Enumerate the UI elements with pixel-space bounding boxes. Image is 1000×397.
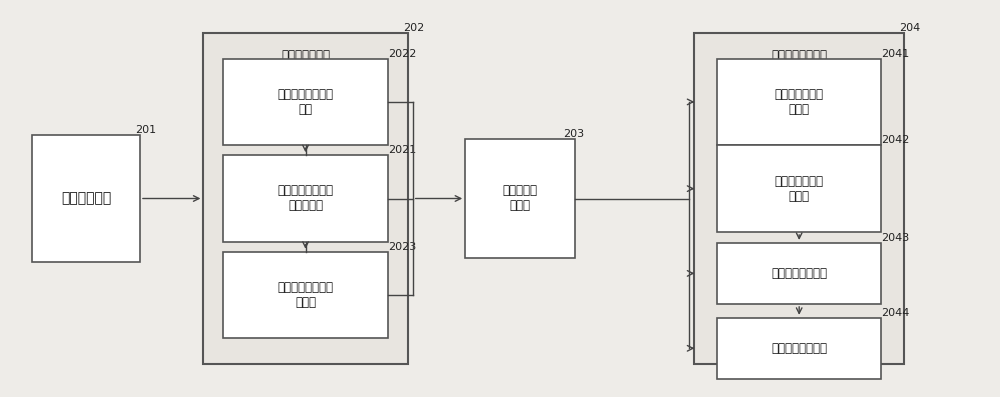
Bar (223, 155, 388, 242)
Bar (32, 135, 140, 262)
Bar (717, 318, 881, 379)
Text: 201: 201 (135, 125, 156, 135)
Text: 2041: 2041 (881, 48, 910, 58)
Bar (203, 33, 408, 364)
Text: 人脸图片预先加载
和搜索模块: 人脸图片预先加载 和搜索模块 (278, 185, 334, 212)
Text: 关键点坐标数据存
储模块: 关键点坐标数据存 储模块 (278, 281, 334, 309)
Text: 图片标注控制模块: 图片标注控制模块 (771, 267, 827, 280)
Bar (694, 33, 904, 364)
Bar (717, 145, 881, 232)
Text: 2043: 2043 (881, 233, 910, 243)
Text: 图片标注指令获
取模块: 图片标注指令获 取模块 (775, 175, 824, 202)
Text: 202: 202 (403, 23, 424, 33)
Text: 2042: 2042 (881, 135, 910, 145)
Text: 204: 204 (899, 23, 920, 33)
Bar (717, 243, 881, 304)
Text: 数据存储单元: 数据存储单元 (61, 191, 111, 206)
Text: 图片标注存储模块: 图片标注存储模块 (771, 342, 827, 355)
Text: 203: 203 (563, 129, 584, 139)
Bar (465, 139, 575, 258)
Text: 2022: 2022 (388, 48, 416, 58)
Text: 人脸图片数据缓存
模块: 人脸图片数据缓存 模块 (278, 88, 334, 116)
Text: 数据预处理单元: 数据预处理单元 (281, 49, 330, 62)
Text: 人脸图片标注单元: 人脸图片标注单元 (771, 49, 827, 62)
Text: 人脸图片显
示单元: 人脸图片显 示单元 (502, 185, 537, 212)
Text: 2021: 2021 (388, 145, 416, 155)
Bar (223, 252, 388, 339)
Bar (717, 58, 881, 145)
Text: 2023: 2023 (388, 242, 416, 252)
Text: 2044: 2044 (881, 308, 910, 318)
Bar (223, 58, 388, 145)
Text: 图片标注指令存
储模块: 图片标注指令存 储模块 (775, 88, 824, 116)
